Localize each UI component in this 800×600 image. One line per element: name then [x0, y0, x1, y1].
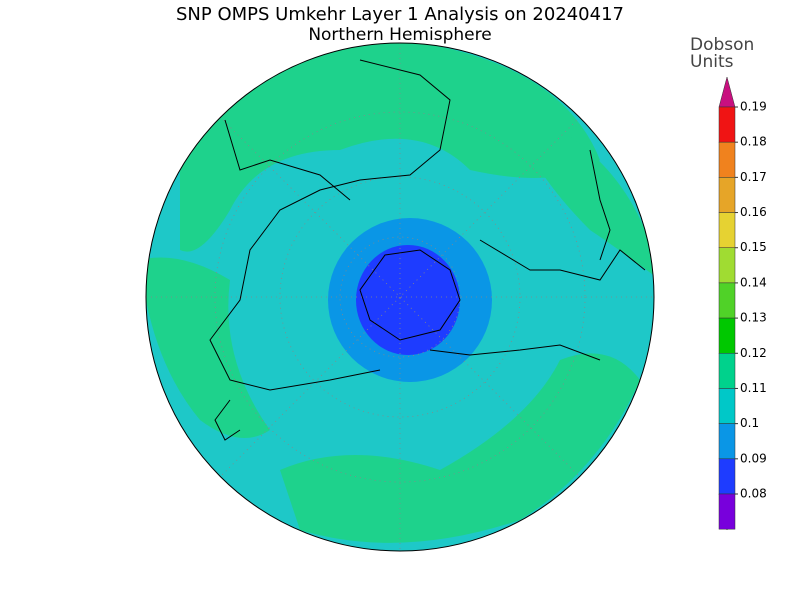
colorbar-tick-label: 0.13 — [740, 311, 767, 325]
coastlines — [209, 59, 646, 441]
field-green — [180, 43, 600, 252]
colorbar-segment — [718, 353, 736, 389]
colorbar-tick-label: 0.09 — [740, 451, 767, 465]
colorbar-tick-label: 0.11 — [740, 381, 767, 395]
colorbar-tick-label: 0.19 — [740, 100, 767, 114]
colorbar-tick-label: 0.17 — [740, 170, 767, 184]
field-green — [540, 130, 654, 280]
colorbar-tick-label: 0.14 — [740, 275, 767, 289]
graticule — [146, 43, 654, 551]
title: SNP OMPS Umkehr Layer 1 Analysis on 2024… — [176, 4, 624, 25]
colorbar-segment — [718, 212, 736, 248]
colorbar-above — [718, 76, 736, 108]
colorbar-segment — [718, 458, 736, 495]
colorbar-segment — [718, 493, 736, 530]
colorbar-tick-label: 0.1 — [740, 416, 759, 430]
colorbar-segment — [718, 388, 736, 424]
colorbar-tick-label: 0.16 — [740, 205, 767, 219]
colorbar-label: Units — [690, 52, 734, 72]
colorbar-segment — [718, 317, 736, 354]
colorbar-segment — [718, 177, 736, 213]
colorbar-tick-label: 0.12 — [740, 346, 767, 360]
colorbar-segment — [718, 141, 736, 178]
field-green — [146, 257, 270, 438]
map-border — [145, 42, 655, 552]
subtitle: Northern Hemisphere — [308, 25, 491, 45]
colorbar-tick-label: 0.18 — [740, 135, 767, 149]
colorbar-segment — [718, 423, 736, 460]
colorbar-tick-label: 0.15 — [740, 240, 767, 254]
colorbar-segment — [718, 106, 736, 143]
ozone-map — [146, 43, 654, 551]
colorbar-label: Dobson — [690, 35, 754, 55]
field-green — [280, 353, 640, 543]
colorbar-segment — [718, 282, 736, 319]
colorbar-tick-label: 0.08 — [740, 487, 767, 501]
colorbar-segment — [718, 247, 736, 284]
